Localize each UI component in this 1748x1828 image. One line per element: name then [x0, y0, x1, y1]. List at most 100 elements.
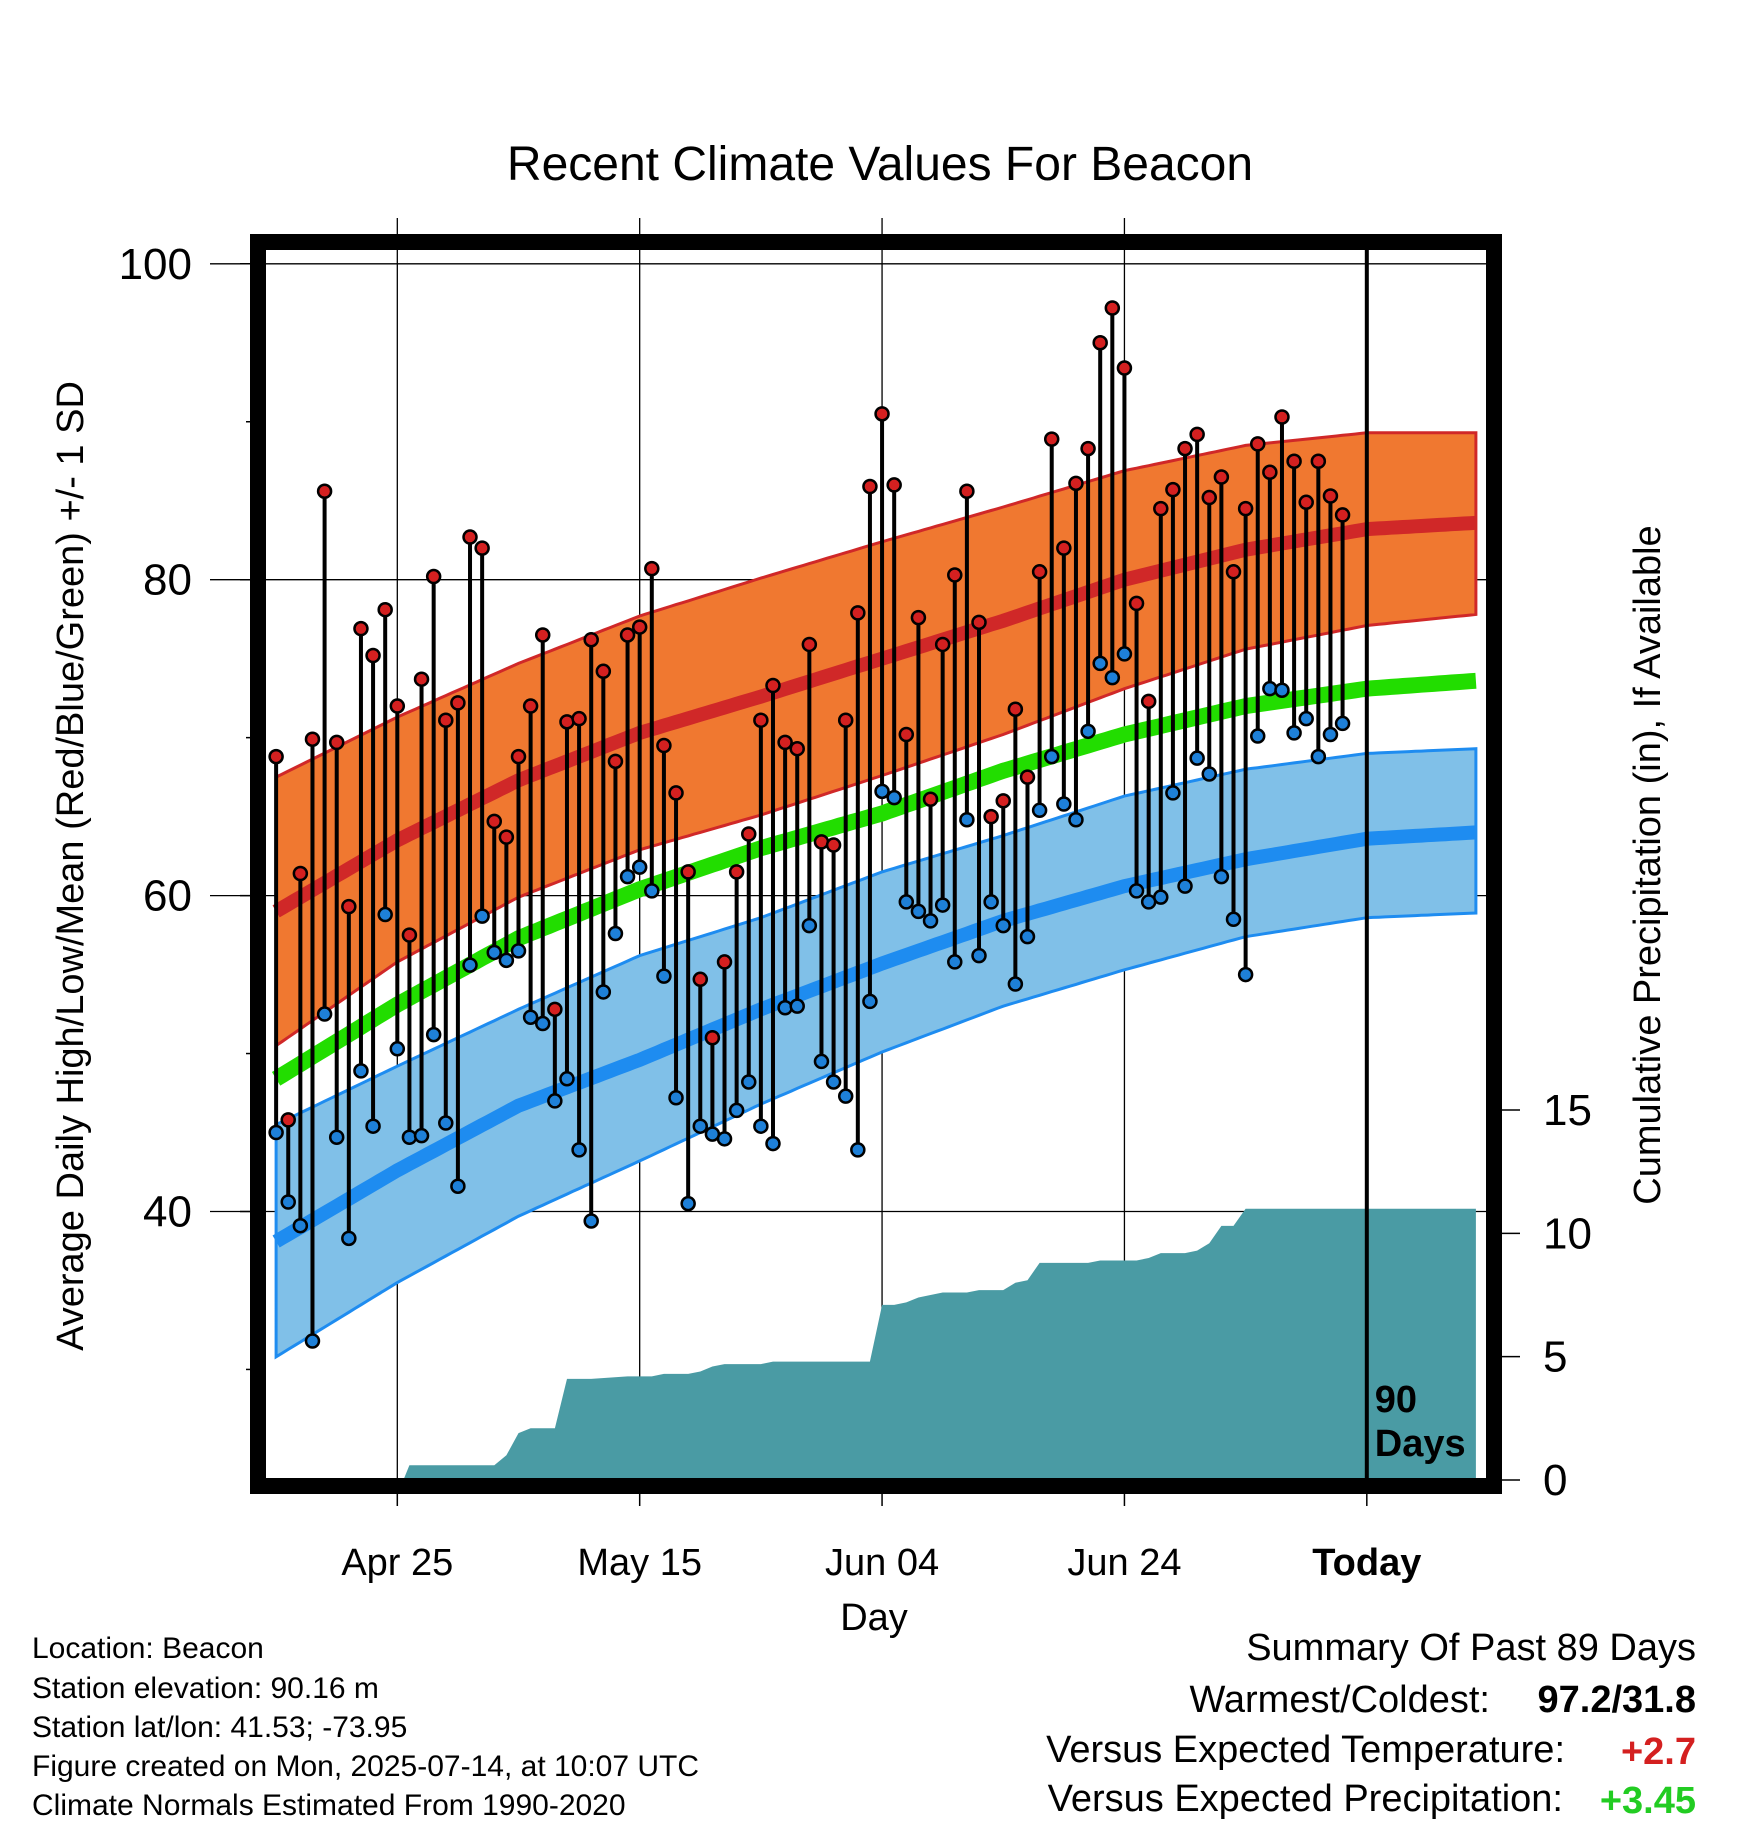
precip-vs-expected-label: Versus Expected Precipitation:	[1048, 1778, 1563, 1820]
daily-high-point	[328, 734, 345, 751]
daily-high-point	[522, 698, 539, 714]
daily-low-point	[510, 943, 527, 959]
daily-high-point	[837, 712, 854, 729]
daily-low-point	[547, 1093, 563, 1109]
daily-high-point	[268, 748, 284, 765]
daily-low-point	[1043, 748, 1060, 765]
daily-low-point	[995, 917, 1011, 934]
info-normals: Climate Normals Estimated From 1990-2020	[32, 1789, 626, 1822]
daily-high-point	[631, 619, 648, 635]
daily-low-point	[728, 1102, 745, 1119]
info-latlon: Station lat/lon: 41.53; -73.95	[32, 1711, 407, 1744]
daily-high-point	[983, 808, 999, 825]
daily-low-point	[1201, 766, 1218, 782]
daily-low-point	[365, 1118, 381, 1134]
daily-low-point	[898, 894, 915, 910]
warm-cold-label: Warmest/Coldest:	[1189, 1679, 1490, 1721]
daily-low-point	[692, 1118, 709, 1134]
daily-high-point	[874, 406, 890, 422]
daily-low-point	[825, 1074, 842, 1090]
daily-low-point	[947, 954, 963, 970]
daily-low-point	[1031, 802, 1048, 819]
daily-low-point	[474, 908, 490, 924]
daily-high-point	[825, 837, 842, 853]
daily-low-point	[765, 1135, 781, 1152]
daily-high-point	[280, 1112, 296, 1128]
daily-high-point	[1225, 564, 1242, 580]
daily-low-point	[1007, 976, 1024, 992]
daily-low-point	[1092, 655, 1108, 672]
daily-low-point	[353, 1063, 369, 1079]
daily-high-point	[777, 734, 793, 751]
info-created: Figure created on Mon, 2025-07-14, at 10…	[32, 1750, 699, 1783]
daily-high-point	[486, 813, 503, 830]
daily-high-point	[534, 627, 551, 643]
y2-tick-label: 0	[1543, 1456, 1567, 1505]
daily-high-point	[789, 740, 805, 757]
daily-high-point	[413, 671, 430, 687]
daily-low-point	[631, 859, 648, 875]
daily-high-point	[850, 605, 866, 621]
daily-low-point	[1237, 966, 1254, 983]
daily-high-point	[656, 737, 672, 754]
daily-high-point	[680, 864, 696, 880]
daily-low-point	[304, 1333, 321, 1349]
daily-high-point	[1201, 489, 1218, 506]
daily-high-point	[1116, 360, 1133, 376]
low-normal-line	[272, 825, 1477, 1248]
daily-low-point	[716, 1131, 733, 1147]
daily-low-point	[1019, 928, 1036, 945]
daily-high-point	[595, 663, 612, 680]
high-sd-band	[274, 431, 1478, 1049]
today-marker: 90 Days	[1364, 248, 1466, 1480]
daily-low-point	[377, 906, 393, 923]
daily-high-point	[292, 865, 309, 882]
daily-low-point	[910, 903, 927, 920]
daily-high-point	[341, 898, 357, 915]
daily-high-point	[450, 695, 466, 711]
temp-vs-expected-value: +2.7	[1621, 1731, 1696, 1773]
daily-low-point	[1322, 726, 1339, 743]
precip-vs-expected-value: +3.45	[1600, 1780, 1696, 1822]
daily-low-point	[959, 812, 975, 828]
daily-high-point	[365, 647, 381, 664]
daily-low-point	[595, 984, 612, 1000]
y-tick-label: 40	[143, 1187, 192, 1236]
daily-low-point	[571, 1142, 587, 1158]
x-tick-label: Today	[1312, 1542, 1421, 1584]
axes: 100 80 60 40 15 10 5 0 Apr 25 May 15 Jun 04 Jun 24 T…	[119, 240, 1592, 1584]
daily-low-point	[874, 783, 890, 800]
x-tick-label: May 15	[577, 1542, 702, 1584]
daily-high-point	[1262, 464, 1278, 481]
daily-high-point	[934, 636, 951, 653]
daily-high-point	[547, 1001, 563, 1018]
daily-low-point	[438, 1115, 454, 1131]
daily-high-point	[1007, 701, 1024, 717]
temp-vs-expected-label: Versus Expected Temperature:	[1046, 1729, 1565, 1771]
daily-low-point	[1104, 669, 1121, 686]
daily-high-point	[801, 636, 818, 653]
daily-low-point	[753, 1118, 769, 1134]
daily-low-point	[1153, 889, 1169, 905]
daily-low-point	[619, 868, 636, 885]
daily-low-point	[328, 1129, 345, 1146]
daily-high-point	[1080, 440, 1096, 457]
daily-low-point	[741, 1074, 757, 1090]
x-tick-label: Apr 25	[341, 1542, 453, 1584]
daily-high-point	[619, 627, 636, 643]
daily-high-point	[886, 477, 902, 493]
daily-low-point	[389, 1041, 406, 1057]
y-tick-label: 80	[143, 556, 192, 605]
x-axis-label: Day	[840, 1597, 908, 1639]
precip-area	[276, 1208, 1476, 1480]
daily-high-point	[1092, 335, 1108, 351]
daily-high-point	[1043, 431, 1060, 447]
daily-high-point	[728, 864, 745, 880]
daily-low-point	[1334, 715, 1351, 732]
today-days-number: 90	[1375, 1379, 1417, 1421]
daily-low-point	[607, 925, 624, 942]
daily-low-point	[316, 1006, 333, 1022]
y2-tick-label: 5	[1543, 1333, 1567, 1382]
daily-low-point	[559, 1071, 575, 1087]
